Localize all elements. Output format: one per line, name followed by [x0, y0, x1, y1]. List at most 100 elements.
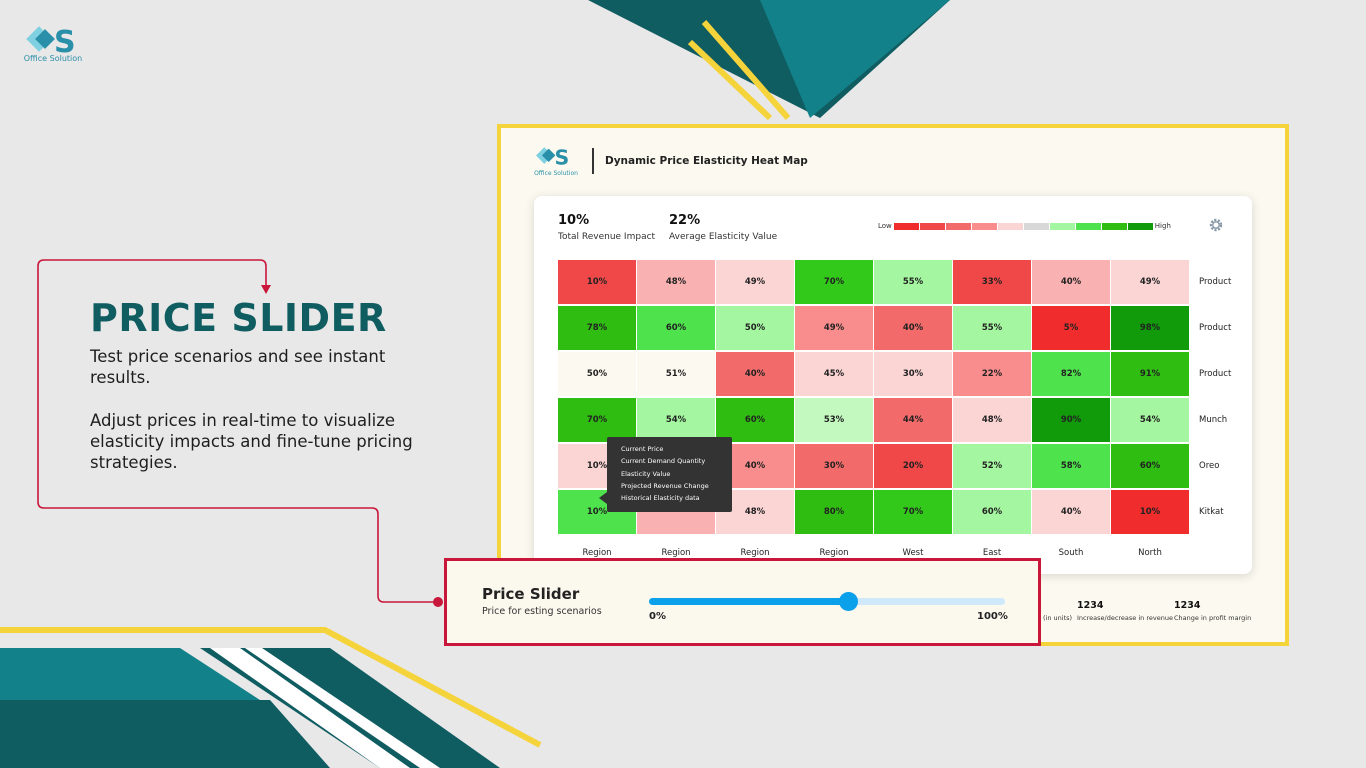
- heatmap-cell[interactable]: 53%: [795, 398, 873, 442]
- heatmap-cell[interactable]: 60%: [637, 306, 715, 350]
- legend-high-label: High: [1154, 222, 1171, 230]
- heatmap-cell[interactable]: 55%: [874, 260, 952, 304]
- heatmap-cell[interactable]: 48%: [637, 260, 715, 304]
- slider-title: Price Slider: [482, 585, 580, 603]
- legend-swatch: [893, 222, 919, 230]
- kpi-elasticity-label: Average Elasticity Value: [669, 232, 778, 242]
- heatmap-cell[interactable]: 5%: [1032, 306, 1110, 350]
- brand-name: Office Solution: [23, 54, 83, 63]
- legend-swatch: [997, 222, 1023, 230]
- hero-title: PRICE SLIDER: [90, 296, 387, 340]
- heatmap-legend: Low High: [878, 220, 1171, 232]
- column-label: Region: [819, 548, 849, 558]
- heatmap-cell[interactable]: 91%: [1111, 352, 1189, 396]
- heatmap-cell[interactable]: 70%: [558, 398, 636, 442]
- cell-tooltip: Current Price Current Demand Quantity El…: [607, 437, 732, 512]
- column-label: South: [1058, 548, 1084, 558]
- heatmap-cell[interactable]: 50%: [558, 352, 636, 396]
- heatmap-cell[interactable]: 48%: [953, 398, 1031, 442]
- heatmap-cell[interactable]: 40%: [716, 352, 794, 396]
- row-label: Munch: [1199, 415, 1228, 425]
- slider-fill: [649, 598, 849, 605]
- kpi-revenue-label: Total Revenue Impact: [558, 232, 656, 242]
- heatmap-cell[interactable]: 50%: [716, 306, 794, 350]
- heatmap-cell[interactable]: 40%: [1032, 490, 1110, 534]
- heatmap-cell[interactable]: 98%: [1111, 306, 1189, 350]
- stat-margin-label: Change in profit margin: [1174, 614, 1252, 622]
- legend-swatch: [1023, 222, 1049, 230]
- legend-swatch: [1049, 222, 1075, 230]
- heatmap-cell[interactable]: 49%: [1111, 260, 1189, 304]
- heatmap-cell[interactable]: 51%: [637, 352, 715, 396]
- tooltip-line: Current Price: [621, 445, 664, 453]
- heatmap-cell[interactable]: 49%: [716, 260, 794, 304]
- heatmap-cell[interactable]: 30%: [874, 352, 952, 396]
- heatmap-cell[interactable]: 80%: [795, 490, 873, 534]
- heatmap-cell[interactable]: 55%: [953, 306, 1031, 350]
- heatmap-cell[interactable]: 70%: [795, 260, 873, 304]
- slider-thumb[interactable]: [839, 592, 859, 611]
- dashboard-logo-icon: S: [535, 145, 570, 169]
- heatmap-cell[interactable]: 33%: [953, 260, 1031, 304]
- kpi-revenue-value: 10%: [558, 213, 590, 228]
- tooltip-line: Elasticity Value: [621, 469, 671, 478]
- gear-icon[interactable]: [1208, 217, 1224, 233]
- heatmap-cell[interactable]: 82%: [1032, 352, 1110, 396]
- row-label: Product: [1199, 323, 1232, 333]
- heatmap-cell[interactable]: 60%: [716, 398, 794, 442]
- heatmap-cell[interactable]: 70%: [874, 490, 952, 534]
- heatmap-cell[interactable]: 44%: [874, 398, 952, 442]
- row-label: Product: [1199, 369, 1232, 379]
- column-label: Region: [582, 548, 612, 558]
- heatmap-cell[interactable]: 58%: [1032, 444, 1110, 488]
- header-divider: [592, 148, 594, 174]
- legend-swatch: [919, 222, 945, 230]
- stat-revenue-label: Increase/decrease in revenue: [1077, 614, 1173, 622]
- stat-revenue-value: 1234: [1077, 600, 1104, 611]
- legend-swatch: [945, 222, 971, 230]
- hero-description-secondary: Adjust prices in real-time to visualize …: [90, 411, 413, 472]
- dashboard-title: Dynamic Price Elasticity Heat Map: [605, 155, 808, 167]
- heatmap-cell[interactable]: 54%: [637, 398, 715, 442]
- stat-units-label: (in units): [1043, 614, 1073, 622]
- heatmap-cell[interactable]: 49%: [795, 306, 873, 350]
- heatmap-cell[interactable]: 40%: [874, 306, 952, 350]
- column-label: East: [982, 548, 1002, 558]
- heatmap-cell[interactable]: 10%: [558, 260, 636, 304]
- tooltip-line: Projected Revenue Change: [621, 481, 709, 490]
- heatmap-cell[interactable]: 52%: [953, 444, 1031, 488]
- column-label: Region: [661, 548, 691, 558]
- svg-text:S: S: [54, 25, 76, 60]
- heatmap-cell[interactable]: 20%: [874, 444, 952, 488]
- column-label: West: [902, 548, 924, 558]
- row-label: Kitkat: [1199, 507, 1224, 517]
- heatmap-cell[interactable]: 54%: [1111, 398, 1189, 442]
- brand-logo-icon: S: [26, 25, 76, 60]
- legend-swatch: [971, 222, 997, 230]
- tooltip-line: Current Demand Quantity: [621, 457, 706, 466]
- heatmap-cell[interactable]: 22%: [953, 352, 1031, 396]
- legend-swatch: [1101, 222, 1127, 230]
- heatmap-cell[interactable]: 40%: [1032, 260, 1110, 304]
- tooltip-arrow: [599, 492, 607, 504]
- heatmap-cell[interactable]: 60%: [953, 490, 1031, 534]
- slider-subtitle: Price for esting scenarios: [482, 606, 602, 617]
- kpi-elasticity-value: 22%: [669, 213, 701, 228]
- heatmap-cell[interactable]: 90%: [1032, 398, 1110, 442]
- legend-swatch: [1127, 222, 1153, 230]
- slider-min-label: 0%: [649, 611, 666, 622]
- row-label: Product: [1199, 277, 1232, 287]
- heatmap-cell[interactable]: 78%: [558, 306, 636, 350]
- stat-margin-value: 1234: [1174, 600, 1201, 611]
- tooltip-line: Historical Elasticity data: [621, 494, 700, 503]
- slider-max-label: 100%: [977, 611, 1008, 622]
- legend-swatch: [1075, 222, 1101, 230]
- dashboard-brand-name: Office Solution: [534, 170, 578, 177]
- heatmap-cell[interactable]: 60%: [1111, 444, 1189, 488]
- heatmap-cell[interactable]: 10%: [1111, 490, 1189, 534]
- heatmap-cell[interactable]: 45%: [795, 352, 873, 396]
- heatmap-cell[interactable]: 30%: [795, 444, 873, 488]
- row-label: Oreo: [1199, 461, 1220, 471]
- legend-low-label: Low: [878, 222, 892, 230]
- svg-text:S: S: [555, 145, 570, 169]
